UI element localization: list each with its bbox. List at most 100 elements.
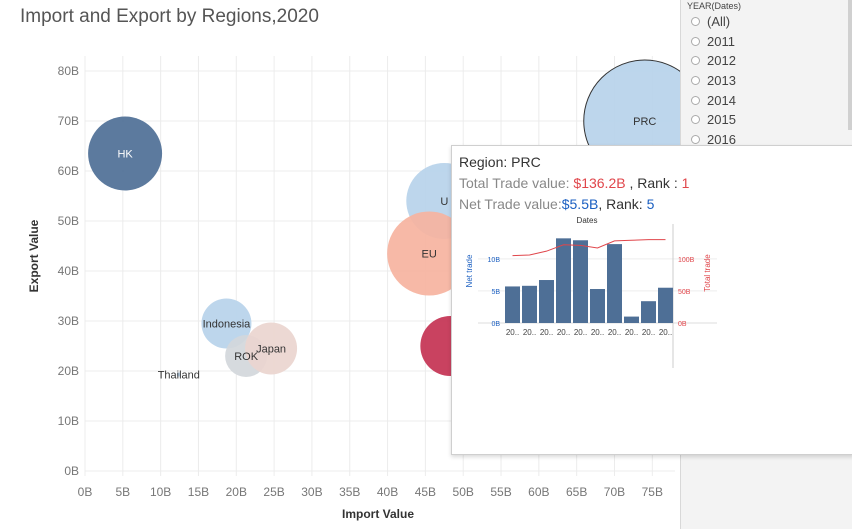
mini-bar[interactable] [658,287,673,323]
radio-icon[interactable] [691,76,700,86]
mini-bar[interactable] [573,240,588,323]
filter-option-label: 2013 [707,73,736,89]
y-tick-label: 60B [58,164,79,178]
bubble[interactable] [387,211,472,296]
bubble[interactable] [245,322,298,375]
mini-right-ylabel: Total trade [703,254,712,292]
bubble-label: ROK [234,351,259,363]
filter-option[interactable]: 2011 [681,32,852,52]
mini-chart-title: Dates [577,216,598,225]
mini-bar[interactable] [539,280,554,323]
y-tick-label: 40B [58,264,79,278]
bubble-label: PRC [633,116,656,128]
mini-x-tick: 20.. [642,328,655,337]
mini-x-ticks: 20.. 20.. 20.. 20.. 20.. 20.. 20.. 20.. 20.. 20.. [506,328,672,337]
radio-icon[interactable] [691,115,700,125]
x-tick-label: 20B [226,485,247,499]
mini-bar[interactable] [522,285,537,323]
tooltip-total-rank-label: , Rank : [629,175,678,191]
bubble[interactable] [88,116,163,191]
y-axis-title: Export Value [27,219,41,292]
y-tick-label: 20B [58,364,79,378]
mini-bar[interactable] [590,289,605,323]
x-tick-label: 65B [566,485,587,499]
filter-scrollbar[interactable] [848,0,852,130]
tooltip-region-value: PRC [511,154,541,170]
y-axis-ticks: 0B 10B 20B 30B 40B 50B 60B 70B 80B [58,64,79,478]
filter-option[interactable]: 2013 [681,71,852,91]
chart-title: Import and Export by Regions,2020 [20,6,319,27]
filter-option-label: 2011 [707,33,735,49]
tooltip-region-line: Region: PRC [459,154,541,170]
filter-option-label: 2014 [707,92,736,108]
filter-option-label: (All) [707,14,731,30]
mini-total-trade-line [512,239,666,257]
mini-left-tick: 10B [488,257,501,264]
y-tick-label: 10B [58,414,79,428]
tooltip-total-rank: 1 [681,175,690,191]
mini-right-tick: 50B [678,289,691,296]
y-tick-label: 30B [58,314,79,328]
y-tick-label: 50B [58,214,79,228]
filter-option[interactable]: 2014 [681,90,852,110]
x-tick-label: 70B [604,485,625,499]
filter-option[interactable]: 2012 [681,51,852,71]
bubble[interactable] [201,298,252,349]
x-tick-label: 30B [301,485,322,499]
radio-icon[interactable] [691,17,700,27]
mini-bar[interactable] [607,244,622,323]
tooltip-net-rank-label: , Rank: [598,196,643,212]
mini-right-tick: 100B [678,257,695,264]
tooltip-net-value: $5.5B [561,196,599,212]
x-tick-label: 75B [642,485,663,499]
filter-title: YEAR(Dates) [687,1,742,11]
tooltip-total-label: Total Trade value: [459,175,570,191]
x-tick-label: 10B [150,485,171,499]
mini-bar[interactable] [641,301,656,323]
tooltip-total-line: Total Trade value: $136.2B , Rank : 1 [459,175,689,191]
mini-x-tick: 20.. [591,328,604,337]
mini-right-ticks: 0B 50B 100B [678,257,695,328]
mini-x-tick: 20.. [523,328,536,337]
filter-option-label: 2016 [707,131,736,147]
radio-icon[interactable] [691,95,700,105]
radio-icon[interactable] [691,36,700,46]
bubble[interactable] [176,372,181,377]
mini-left-tick: 0B [491,321,500,328]
mini-x-tick: 20.. [574,328,587,337]
x-tick-label: 15B [188,485,209,499]
x-tick-label: 60B [528,485,549,499]
x-tick-label: 0B [78,485,93,499]
filter-option[interactable]: (All) [681,12,852,32]
x-tick-label: 45B [415,485,436,499]
bubble-label: EU [422,249,437,261]
x-tick-label: 50B [453,485,474,499]
radio-icon[interactable] [691,56,700,66]
mini-bar[interactable] [556,238,571,323]
radio-icon[interactable] [691,134,700,144]
bubble-label: HK [117,149,133,161]
mini-left-ticks: 0B 5B 10B [488,257,501,328]
mini-x-tick: 20.. [540,328,553,337]
mini-bar[interactable] [505,286,520,323]
x-tick-label: 55B [490,485,511,499]
x-axis-ticks: 0B 5B 10B 15B 20B 25B 30B 35B 40B 45B 50B 55B 60B 65B… [78,485,663,499]
mini-x-tick: 20.. [659,328,672,337]
mini-bar[interactable] [624,316,639,323]
x-tick-label: 25B [263,485,284,499]
y-tick-label: 0B [64,464,79,478]
mini-x-tick: 20.. [557,328,570,337]
filter-option[interactable]: 2016 [681,130,852,150]
filter-option[interactable]: 2015 [681,110,852,130]
filter-option-label: 2015 [707,112,736,128]
mini-x-tick: 20.. [625,328,638,337]
tooltip-region-label: Region: [459,154,508,170]
x-tick-label: 35B [339,485,360,499]
bubble-label: U [440,196,448,208]
mini-right-tick: 0B [678,321,687,328]
bubble-label: Thailand [158,370,200,382]
y-tick-label: 70B [58,114,79,128]
tooltip: Region: PRC Total Trade value: $136.2B ,… [451,145,852,455]
mini-chart-bars [505,238,673,323]
